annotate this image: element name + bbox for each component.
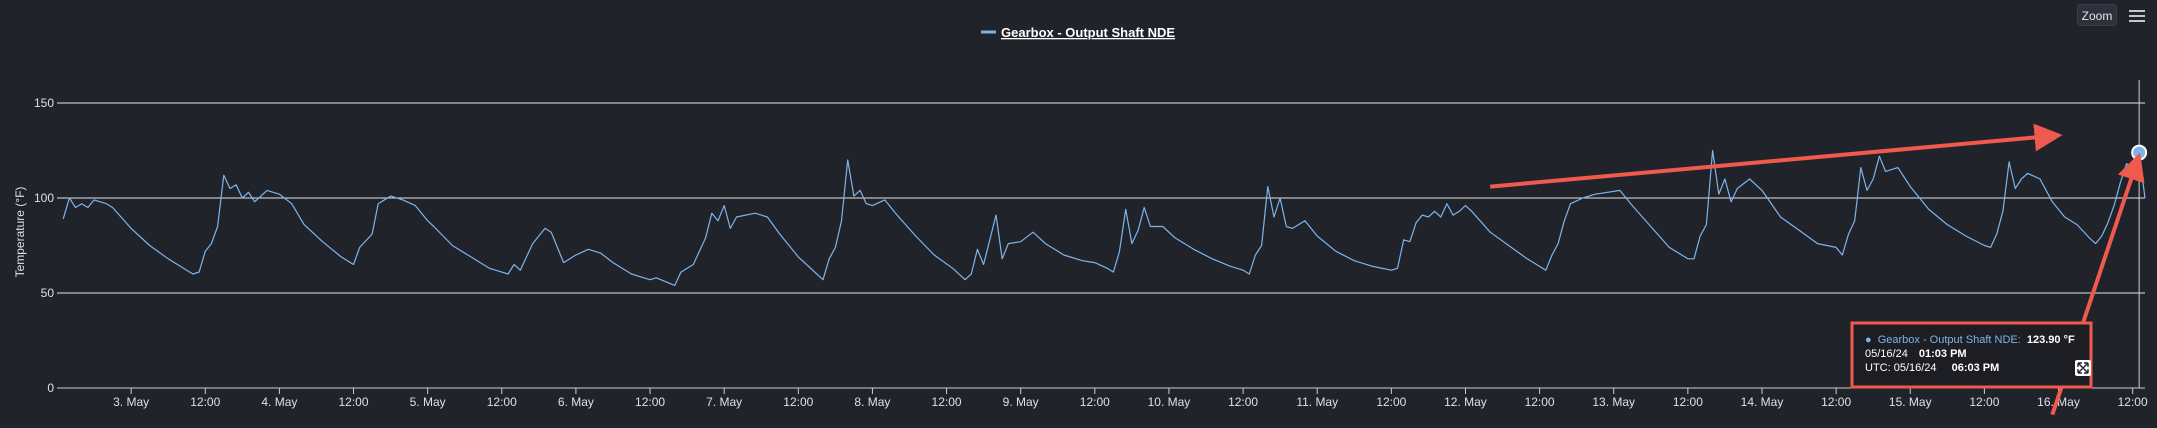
x-tick-label: 12:00: [1969, 395, 1999, 409]
x-tick-label: 6. May: [558, 395, 594, 409]
x-tick-label: 12:00: [2118, 395, 2148, 409]
tooltip-local-date: 05/16/24: [1865, 348, 1908, 360]
x-tick-label: 15. May: [1889, 395, 1932, 409]
zoom-button[interactable]: Zoom: [2077, 4, 2117, 26]
x-tick-label: 12:00: [635, 395, 665, 409]
x-tick-label: 12:00: [1228, 395, 1258, 409]
x-tick-label: 9. May: [1003, 395, 1039, 409]
x-tick-label: 12:00: [190, 395, 220, 409]
y-tick-label: 100: [34, 191, 54, 205]
x-tick-label: 14. May: [1741, 395, 1784, 409]
hamburger-icon[interactable]: [2126, 7, 2148, 25]
x-tick-label: 12:00: [1525, 395, 1555, 409]
x-tick-label: 12:00: [1376, 395, 1406, 409]
x-tick-label: 3. May: [113, 395, 149, 409]
x-tick-label: 8. May: [854, 395, 890, 409]
x-tick-label: 13. May: [1592, 395, 1635, 409]
x-tick-label: 12:00: [339, 395, 369, 409]
series-line[interactable]: [62, 149, 2146, 286]
legend-item-label[interactable]: Gearbox - Output Shaft NDE: [1001, 25, 1175, 40]
x-tick-label: 12:00: [1821, 395, 1851, 409]
tooltip-local-time: 01:03 PM: [1919, 348, 1967, 360]
y-axis-title: Temperature (°F): [13, 187, 27, 278]
tooltip-line-utc: UTC: 05/16/24 06:03 PM: [1865, 362, 1999, 374]
x-tick-label: 10. May: [1148, 395, 1191, 409]
x-tick-label: 12:00: [1673, 395, 1703, 409]
axes: 0 50 100 150 3. May 12:00 4. May 12:00 5. May 12:…: [34, 96, 2148, 409]
legend[interactable]: Gearbox - Output Shaft NDE: [981, 25, 1175, 40]
grid-lines: [57, 102, 2145, 389]
x-tick-label: 4. May: [261, 395, 297, 409]
tooltip-utc-date: UTC: 05/16/24: [1865, 362, 1937, 374]
tooltip-box: [1850, 321, 2093, 389]
x-tick-label: 7. May: [706, 395, 742, 409]
x-tick-label: 12. May: [1444, 395, 1487, 409]
annotation-arrow: [1490, 123, 2063, 189]
x-tick-label: 12:00: [783, 395, 813, 409]
tooltip-line-series: ● Gearbox - Output Shaft NDE: 123.90 °F: [1865, 334, 2075, 346]
series-layer[interactable]: [62, 80, 2148, 388]
y-tick-label: 50: [41, 286, 55, 300]
x-tick-label: 12:00: [487, 395, 517, 409]
x-tick-label: 11. May: [1296, 395, 1338, 409]
y-tick-label: 150: [34, 96, 54, 110]
expand-icon[interactable]: [2075, 360, 2091, 376]
x-tick-label: 5. May: [410, 395, 446, 409]
tooltip: ● Gearbox - Output Shaft NDE: 123.90 °F …: [1850, 321, 2093, 389]
x-tick-label: 12:00: [932, 395, 962, 409]
y-tick-label: 0: [47, 381, 54, 395]
x-tick-label: 12:00: [1080, 395, 1110, 409]
tooltip-utc-time: 06:03 PM: [1952, 362, 2000, 374]
tooltip-line-local: 05/16/24 01:03 PM: [1865, 348, 1967, 360]
tooltip-bullet: ●: [1865, 334, 1872, 346]
tooltip-series-name: Gearbox - Output Shaft NDE:: [1878, 334, 2021, 346]
tooltip-value: 123.90 °F: [2027, 334, 2075, 346]
